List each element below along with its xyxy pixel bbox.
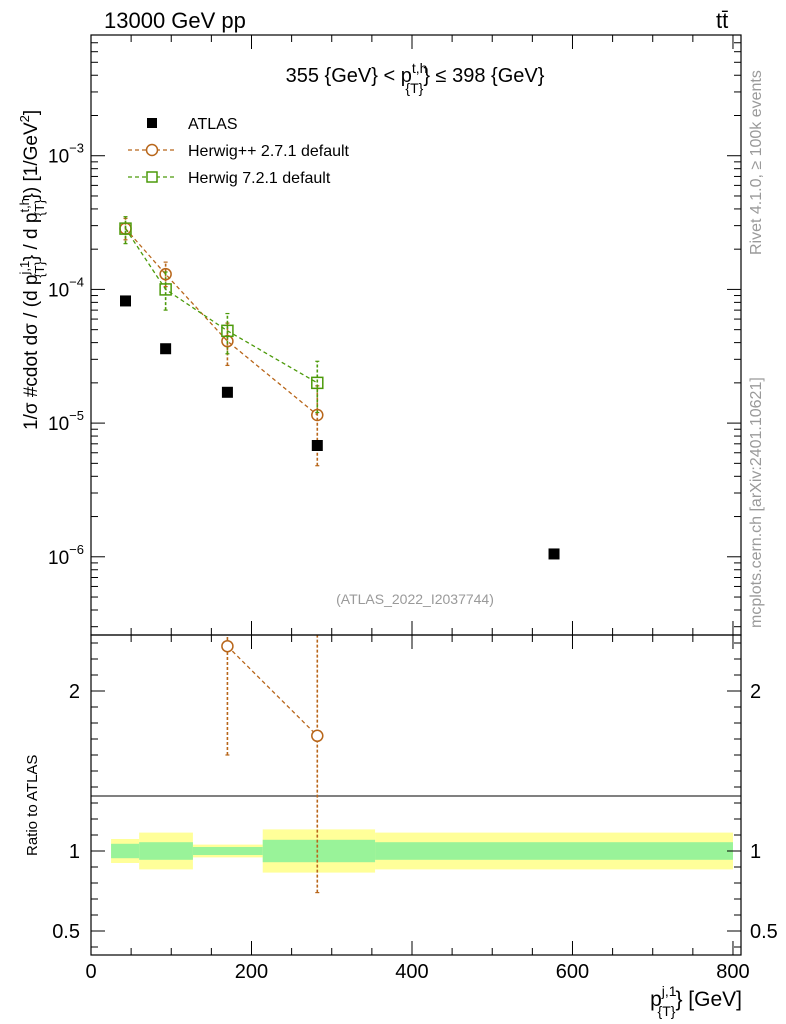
rivet-label: Rivet 4.1.0, ≥ 100k events: [748, 70, 765, 255]
x-axis-label: pj,1 {T}} [GeV]: [650, 983, 742, 1019]
legend-atlas-marker: [147, 118, 157, 128]
ratio-y-axis-label: Ratio to ATLAS: [24, 755, 41, 856]
ratio-y-tick-label: 0.5: [52, 921, 80, 943]
series-line-1: [125, 228, 318, 416]
atlas-data-point: [160, 343, 172, 355]
ratio-y-tick-label: 2: [69, 681, 80, 703]
legend-herwig7-label: Herwig 7.2.1 default: [188, 170, 331, 187]
x-tick-label: 400: [395, 961, 428, 983]
ratio-stat-band: [192, 847, 263, 855]
main-y-tick-label: 10−6: [48, 542, 84, 569]
main-y-tick-label: 10−4: [48, 274, 84, 301]
herwigpp-point: [311, 408, 324, 422]
atlas-data-point: [221, 386, 233, 398]
ratio-y-tick-label-right: 2: [750, 681, 761, 703]
title-sub: {T}: [405, 80, 423, 96]
ratio-stat-band: [262, 839, 376, 863]
process-label: tt̄: [716, 8, 728, 33]
x-tick-label: 800: [716, 961, 749, 983]
chart-title: 355 {GeV} < pt,h {T}} ≤ 398 {GeV}: [286, 60, 545, 96]
herwig7-point: [311, 376, 324, 390]
title-post: } ≤ 398 {GeV}: [423, 65, 544, 87]
atlas-data-point: [311, 439, 323, 451]
atlas-data-point: [548, 548, 560, 560]
ratio-stat-band: [139, 842, 193, 860]
main-y-tick-label: 10−5: [48, 408, 84, 435]
legend-herwig7-marker: [146, 171, 158, 183]
legend-atlas-label: ATLAS: [188, 116, 238, 133]
ratio-frame: [90, 634, 742, 956]
ratio-herwigpp-point: [221, 639, 234, 653]
main-y-axis-label: 1/σ #cdot dσ / (d pj,1{T}} / d pt,h{T}})…: [17, 110, 47, 430]
collision-label: 13000 GeV pp: [104, 8, 246, 33]
ratio-panel: 0.5 0.5 1 1 2 2 0 200 400 600 800 Ratio to ATLAS p…: [24, 634, 778, 1019]
ratio-stat-band: [375, 842, 733, 860]
legend-herwigpp-marker: [145, 143, 159, 157]
series-line-2: [124, 228, 318, 384]
ratio-herwigpp-point: [311, 729, 324, 743]
main-panel: 10−6 10−5 10−4 10−3 355 {GeV} < pt,h {T}} ≤ …: [17, 34, 742, 636]
herwig7-point: [221, 324, 234, 338]
title-pre: 355 {GeV} < p: [286, 65, 412, 87]
herwigpp-point: [159, 267, 172, 281]
analysis-watermark: (ATLAS_2022_I2037744): [336, 591, 494, 607]
title-sup: t,h: [412, 60, 428, 76]
herwig7-point: [159, 283, 172, 296]
x-tick-label: 600: [556, 961, 589, 983]
x-tick-label: 0: [85, 961, 96, 983]
ratio-y-tick-label-right: 1: [750, 841, 761, 863]
main-y-tick-label: 10−3: [48, 141, 84, 168]
ratio-stat-band: [111, 843, 140, 859]
ratio-series-line: [226, 645, 318, 737]
legend: ATLAS Herwig++ 2.7.1 default Herwig 7.2.…: [128, 116, 350, 187]
ratio-y-tick-label: 1: [69, 841, 80, 863]
atlas-data-point: [120, 295, 132, 307]
herwig7-point: [119, 222, 132, 235]
x-tick-label: 200: [235, 961, 268, 983]
legend-herwigpp-label: Herwig++ 2.7.1 default: [188, 143, 350, 160]
mcplots-label: mcplots.cern.ch [arXiv:2401.10621]: [748, 377, 765, 628]
ratio-y-tick-label-right: 0.5: [750, 921, 778, 943]
